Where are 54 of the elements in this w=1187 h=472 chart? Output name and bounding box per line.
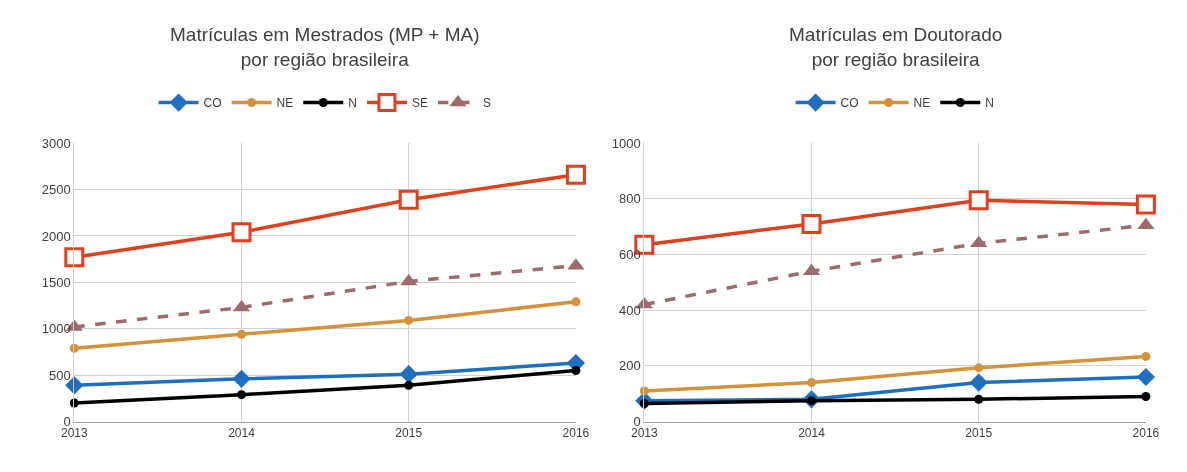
point	[571, 297, 581, 307]
y-tick-label: 1500	[41, 274, 71, 290]
point	[974, 394, 984, 404]
legend-label: CO	[840, 96, 859, 111]
point	[969, 373, 988, 392]
legend-label: S	[482, 96, 491, 111]
chart-title: Matrículas em Doutorado por região brasileira	[789, 24, 1003, 70]
point	[231, 222, 252, 243]
point	[237, 390, 246, 400]
x-tick-label: 2015	[965, 425, 993, 440]
legend-label: CO	[203, 96, 222, 111]
point	[970, 235, 988, 248]
legend-label: SE	[411, 96, 428, 111]
point	[1135, 194, 1156, 215]
y-tick-label: 2000	[41, 228, 71, 244]
point	[565, 164, 586, 185]
y-tick-label: 600	[619, 247, 641, 263]
point	[237, 329, 246, 339]
point	[807, 378, 816, 388]
x-tick-label: 2014	[798, 425, 826, 440]
y-tick-label: 2500	[41, 182, 71, 198]
y-tick-label: 800	[619, 191, 641, 207]
legend-label: NE	[276, 96, 294, 111]
point	[1137, 217, 1155, 230]
point	[968, 190, 989, 211]
y-tick-label: 200	[619, 358, 641, 374]
y-tick-label: 1000	[41, 321, 71, 337]
point	[64, 247, 85, 268]
y-tick-label: 400	[619, 302, 641, 318]
legend-label: N	[348, 96, 357, 111]
y-tick-label: 1000	[611, 135, 641, 151]
point	[1136, 367, 1155, 387]
x-tick-label: 2013	[630, 425, 658, 440]
y-tick-label: 500	[49, 367, 71, 383]
point	[801, 213, 822, 234]
point	[232, 369, 251, 388]
legend-label: N	[985, 96, 994, 111]
y-tick-label: 3000	[41, 135, 71, 151]
point	[399, 365, 418, 384]
point	[400, 273, 418, 286]
x-tick-label: 2016	[1132, 425, 1160, 440]
point	[398, 189, 419, 210]
point	[404, 315, 414, 325]
x-tick-label: 2013	[60, 425, 88, 440]
point	[974, 363, 984, 373]
point	[1141, 391, 1151, 401]
point	[1141, 351, 1151, 361]
point	[404, 380, 414, 390]
x-tick-label: 2016	[562, 425, 590, 440]
x-tick-label: 2014	[228, 425, 256, 440]
chart-title: Matrículas em Mestrados (MP + MA) por região brasileira	[170, 24, 480, 70]
x-tick-label: 2015	[395, 425, 423, 440]
legend-label: NE	[913, 96, 931, 111]
point	[571, 366, 581, 376]
